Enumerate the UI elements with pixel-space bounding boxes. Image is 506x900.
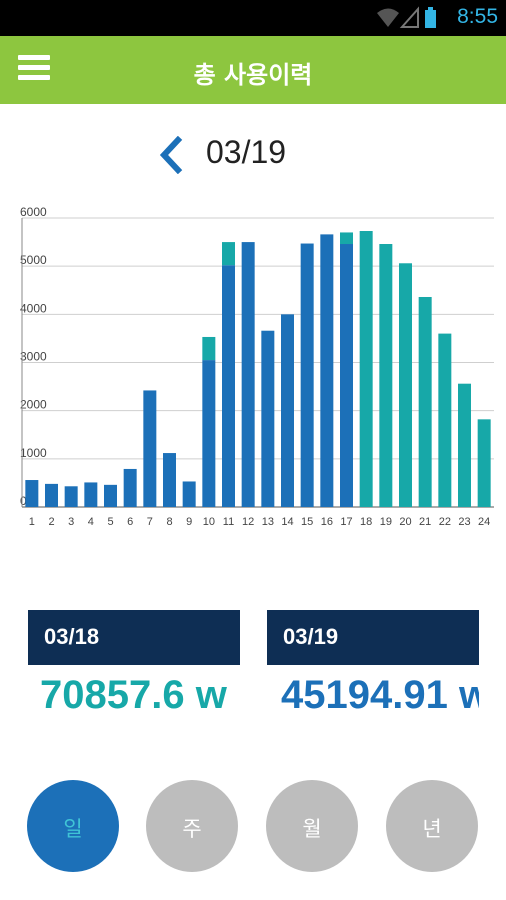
x-tick-label: 10 xyxy=(203,516,215,528)
signal-icon xyxy=(399,6,419,28)
bar-series-2 xyxy=(379,244,393,507)
status-icons xyxy=(377,6,436,28)
battery-icon xyxy=(425,7,436,28)
bar-series-1 xyxy=(222,265,235,507)
summary-value: 70857.6 w xyxy=(40,673,227,717)
x-tick-label: 11 xyxy=(223,516,234,528)
period-month-button[interactable]: 월 xyxy=(266,780,358,872)
x-tick-label: 1 xyxy=(29,516,35,528)
period-label: 년 xyxy=(422,817,442,841)
period-week-button[interactable]: 주 xyxy=(146,780,238,872)
summary-date: 03/19 xyxy=(283,624,339,649)
bar-series-1 xyxy=(163,453,176,507)
period-label: 일 xyxy=(63,817,83,841)
x-tick-label: 7 xyxy=(147,516,153,528)
bar-series-1 xyxy=(104,484,117,507)
previous-day-button[interactable] xyxy=(154,136,188,174)
bar-series-1 xyxy=(300,243,314,508)
x-tick-label: 12 xyxy=(242,516,254,528)
bar-series-1 xyxy=(261,330,275,507)
menu-icon-line xyxy=(18,65,50,70)
bar-series-2 xyxy=(359,231,373,507)
bar-series-2 xyxy=(458,383,471,507)
bar-series-1 xyxy=(281,314,294,507)
bar-series-1 xyxy=(143,390,157,507)
summary-date: 03/18 xyxy=(44,624,100,649)
bar-series-2 xyxy=(202,336,216,361)
y-tick-label: 2000 xyxy=(20,398,47,412)
x-tick-label: 21 xyxy=(419,516,431,528)
x-tick-label: 22 xyxy=(439,516,451,528)
page-title: 총 사용이력 xyxy=(193,61,313,89)
status-bar: 8:55 xyxy=(0,0,506,36)
x-tick-label: 9 xyxy=(186,516,192,528)
y-tick-label: 6000 xyxy=(20,205,47,219)
period-label: 월 xyxy=(302,817,322,841)
y-tick-label: 4000 xyxy=(20,301,47,315)
y-tick-label: 0 xyxy=(20,494,27,508)
chevron-left-icon xyxy=(159,136,183,174)
x-tick-label: 3 xyxy=(68,516,74,528)
status-time: 8:55 xyxy=(457,5,498,28)
wifi-icon xyxy=(377,8,399,27)
x-tick-label: 2 xyxy=(48,516,54,528)
y-tick-label: 5000 xyxy=(20,253,47,267)
summary-value-previous-wrapper: 70857.6 w xyxy=(40,670,238,720)
bar-series-1 xyxy=(84,482,98,507)
current-date: 03/19 xyxy=(206,134,287,170)
x-tick-label: 18 xyxy=(360,516,372,528)
x-tick-label: 5 xyxy=(107,516,113,528)
x-tick-label: 13 xyxy=(262,516,274,528)
y-tick-label: 1000 xyxy=(20,446,47,460)
bar-series-1 xyxy=(45,483,58,507)
bar-series-2 xyxy=(340,232,353,245)
summary-value-current-wrapper: 45194.91 w xyxy=(281,670,479,720)
x-tick-label: 24 xyxy=(478,516,490,528)
bar-series-1 xyxy=(123,468,137,507)
bar-series-2 xyxy=(438,333,452,507)
y-tick-label: 3000 xyxy=(20,350,47,364)
summary-card-previous: 03/18 xyxy=(28,610,240,665)
x-tick-label: 8 xyxy=(166,516,172,528)
bar-series-1 xyxy=(202,360,216,507)
bar-series-1 xyxy=(320,234,334,508)
menu-button[interactable] xyxy=(18,55,50,85)
x-tick-label: 20 xyxy=(399,516,411,528)
x-tick-label: 14 xyxy=(281,516,293,528)
bar-series-1 xyxy=(64,486,78,507)
bar-series-2 xyxy=(418,296,432,507)
summary-value: 45194.91 w xyxy=(281,673,479,717)
summary-card-current: 03/19 xyxy=(267,610,479,665)
bar-series-2 xyxy=(222,242,235,266)
x-tick-label: 6 xyxy=(127,516,133,528)
period-year-button[interactable]: 년 xyxy=(386,780,478,872)
bar-series-1 xyxy=(340,244,353,507)
menu-icon-line xyxy=(18,55,50,60)
x-tick-label: 4 xyxy=(88,516,94,528)
x-tick-label: 19 xyxy=(380,516,392,528)
app-bar: 총 사용이력 xyxy=(0,36,506,104)
x-tick-label: 16 xyxy=(321,516,333,528)
period-day-button[interactable]: 일 xyxy=(27,780,119,872)
bar-series-1 xyxy=(241,242,255,508)
bar-series-1 xyxy=(25,480,39,507)
bar-series-1 xyxy=(182,481,196,507)
bar-series-2 xyxy=(477,419,491,507)
period-label: 주 xyxy=(182,817,202,841)
x-tick-label: 23 xyxy=(458,516,470,528)
x-tick-label: 17 xyxy=(340,516,352,528)
bar-series-2 xyxy=(399,263,412,507)
menu-icon-line xyxy=(18,75,50,80)
date-navigator: 03/19 xyxy=(0,130,506,180)
x-tick-label: 15 xyxy=(301,516,313,528)
